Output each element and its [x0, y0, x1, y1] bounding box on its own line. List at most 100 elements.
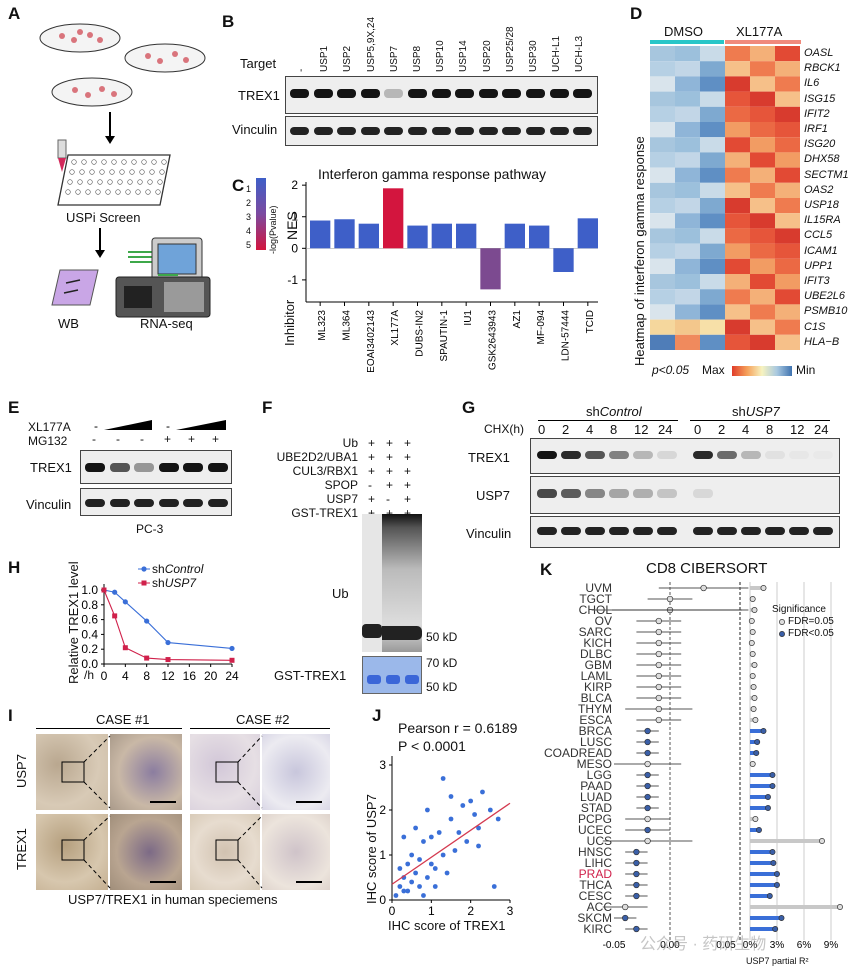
- reaction-mark: -: [368, 478, 372, 492]
- heat-cell: [650, 106, 675, 122]
- reaction-mark: +: [404, 478, 412, 492]
- heat-cell: [700, 274, 725, 290]
- blot-band: [765, 451, 785, 459]
- data-point: [452, 848, 458, 853]
- heat-cell: [675, 334, 700, 350]
- blot-trex1: [285, 76, 598, 114]
- e-blot-trex1: TREX1: [30, 460, 72, 475]
- x-tick-label: MF-094: [536, 310, 547, 345]
- heat-cell: [775, 167, 800, 183]
- data-point: [440, 852, 446, 858]
- g-group1-line: [538, 420, 678, 421]
- chx-time: 4: [742, 422, 750, 437]
- blot-band: [717, 451, 737, 459]
- blot-band: [765, 527, 785, 535]
- r2-point: [760, 728, 767, 734]
- reaction-mark: +: [404, 464, 412, 478]
- gene-label: UPP1: [804, 259, 833, 272]
- r2-bar: [750, 927, 776, 931]
- blot-band: [561, 489, 581, 498]
- heat-cell: [775, 289, 800, 305]
- x-tick-label: 12: [161, 669, 175, 683]
- blot-label-trex1: TREX1: [238, 88, 280, 103]
- blot-band: [585, 489, 605, 498]
- heat-cell: [750, 243, 775, 259]
- heat-cell: [775, 106, 800, 122]
- data-point: [472, 812, 477, 817]
- heat-cell: [675, 182, 700, 198]
- reaction-row-label: CUL3/RBX1: [292, 464, 358, 478]
- cancer-label: MESO: [577, 757, 612, 771]
- r2-point: [753, 750, 760, 756]
- r2-point: [756, 827, 762, 833]
- blot-band: [109, 463, 130, 472]
- r2-point: [750, 684, 757, 690]
- r2-point: [765, 805, 771, 811]
- k-xlabel2: USP7 partial R²: [746, 956, 809, 966]
- cancer-label: BLCA: [581, 691, 612, 705]
- r2-point: [749, 673, 756, 679]
- r2-point: [749, 651, 756, 657]
- r2-bar: [750, 751, 757, 755]
- beta-point: [644, 793, 651, 801]
- y-tick-label: 1: [379, 848, 386, 862]
- heat-cell: [750, 46, 775, 62]
- blot-band: [313, 127, 333, 135]
- heat-cell: [700, 46, 725, 62]
- heat-cell: [700, 228, 725, 244]
- heat-cell: [775, 304, 800, 320]
- r2-point: [752, 717, 759, 723]
- ihc-case2-trex1-low: [190, 814, 260, 890]
- x-tick-label: GSK2643943: [488, 310, 499, 370]
- heat-cell: [725, 167, 750, 183]
- heat-cell: [775, 228, 800, 244]
- heat-cell: [675, 152, 700, 168]
- r2-point: [749, 596, 756, 602]
- x-tick-label: 3: [507, 904, 514, 918]
- y-tick-label: 0.4: [81, 627, 98, 641]
- e-blot-vinculin-image: [80, 488, 232, 516]
- heat-cell: [750, 152, 775, 168]
- x-tick-label: 20: [204, 669, 218, 683]
- y-tick-label: 3: [379, 758, 386, 772]
- g-group2-line: [690, 420, 830, 421]
- bar: [577, 218, 598, 249]
- blot-band: [526, 127, 545, 135]
- gene-label: UBE2L6: [804, 290, 845, 303]
- blot-band: [384, 89, 404, 98]
- heat-cell: [650, 243, 675, 259]
- r2-point: [770, 860, 777, 866]
- blot-band: [657, 489, 677, 498]
- cancer-label: GBM: [585, 658, 612, 672]
- heat-cell: [750, 319, 775, 335]
- heat-cell: [750, 198, 775, 214]
- h-legend-usp7: shUSP7: [152, 576, 197, 590]
- data-point: [405, 888, 411, 894]
- heat-cell: [700, 319, 725, 335]
- r2-bar: [750, 916, 782, 920]
- data-point: [421, 893, 426, 898]
- petri-dish: [51, 77, 133, 107]
- panel-label-e: E: [8, 398, 20, 417]
- data-point: [444, 870, 450, 876]
- chx-time: 12: [634, 422, 649, 437]
- svg-text:-: -: [166, 419, 170, 433]
- cancer-label: SARC: [579, 625, 613, 639]
- y-tick-label: 2: [291, 178, 298, 192]
- beta-point: [633, 870, 640, 878]
- gene-label: C1S: [804, 320, 826, 333]
- heat-cell: [700, 91, 725, 107]
- chx-time: 24: [814, 422, 829, 437]
- blot-band: [526, 89, 545, 98]
- ihc-case1-trex1-high: [110, 814, 182, 890]
- colorbar-tick: 1: [246, 184, 252, 194]
- ihc-caption: USP7/TREX1 in human speciemens: [68, 892, 278, 907]
- x-tick-label: 9%: [824, 940, 839, 951]
- cancer-label: LAML: [581, 669, 613, 683]
- heat-cell: [750, 61, 775, 77]
- svg-text:-: -: [94, 419, 98, 433]
- cancer-label: LIHC: [585, 856, 613, 870]
- blot-band: [573, 89, 593, 98]
- reaction-mark: +: [368, 492, 376, 506]
